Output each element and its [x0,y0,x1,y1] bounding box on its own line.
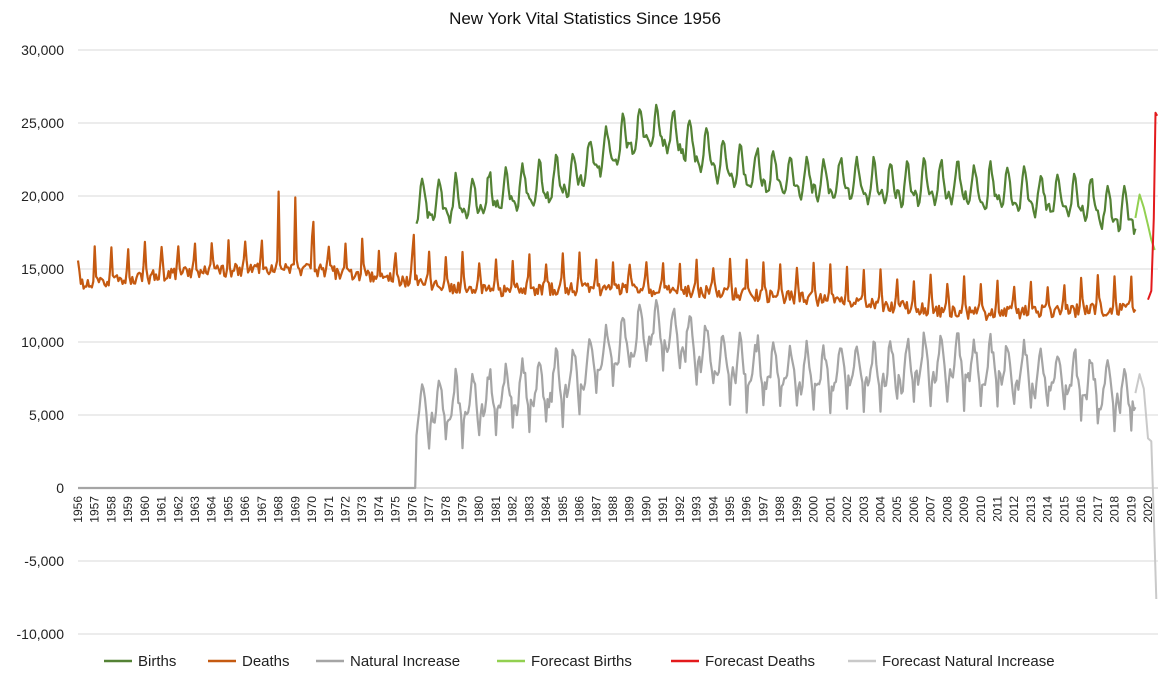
forecast-natural-increase-line [1134,373,1158,600]
x-tick-label: 2005 [890,496,904,523]
x-tick-label: 1992 [673,496,687,523]
forecast-births-line [1134,193,1156,251]
y-tick-label: -5,000 [24,553,64,569]
x-tick-label: 1970 [305,496,319,523]
y-tick-label: 0 [56,480,64,496]
x-tick-label: 2014 [1041,496,1055,523]
x-tick-label: 2015 [1057,496,1071,523]
x-tick-label: 1998 [773,496,787,523]
x-tick-label: 1961 [155,496,169,523]
x-tick-label: 1962 [171,496,185,523]
x-tick-label: 2017 [1091,496,1105,523]
y-tick-label: 5,000 [29,407,64,423]
x-tick-label: 2018 [1108,496,1122,523]
x-tick-label: 2016 [1074,496,1088,523]
x-tick-label: 1990 [639,496,653,523]
x-tick-label: 1971 [322,496,336,523]
x-tick-label: 2010 [974,496,988,523]
x-tick-label: 1968 [272,496,286,523]
x-tick-label: 2020 [1141,496,1155,523]
x-tick-label: 2006 [907,496,921,523]
x-tick-label: 2004 [873,496,887,523]
x-tick-label: 1980 [472,496,486,523]
deaths-line [76,190,1137,321]
forecast-deaths-line [1147,111,1159,301]
x-tick-label: 2012 [1007,496,1021,523]
y-tick-label: 10,000 [21,334,64,350]
natural-increase-line [78,299,1137,490]
x-tick-label: 1988 [606,496,620,523]
x-tick-label: 1989 [623,496,637,523]
x-tick-label: 1979 [456,496,470,523]
x-tick-label: 1985 [556,496,570,523]
x-tick-label: 1982 [506,496,520,523]
x-tick-label: 1956 [71,496,85,523]
x-tick-label: 1977 [422,496,436,523]
x-tick-label: 1973 [355,496,369,523]
x-tick-label: 2009 [957,496,971,523]
legend: Births Deaths Natural Increase Forecast Bir… [104,653,1055,670]
x-tick-label: 1984 [539,496,553,523]
x-tick-label: 1975 [389,496,403,523]
x-tick-label: 1993 [690,496,704,523]
x-tick-label: 2011 [991,496,1005,522]
x-tick-label: 1995 [723,496,737,523]
x-tick-label: 1963 [188,496,202,523]
legend-label: Natural Increase [350,653,460,670]
x-tick-label: 1974 [372,496,386,523]
x-tick-label: 2008 [940,496,954,523]
x-tick-label: 1986 [573,496,587,523]
x-tick-label: 1960 [138,496,152,523]
x-tick-label: 1978 [439,496,453,523]
chart-title: New York Vital Statistics Since 1956 [449,9,721,28]
legend-label: Forecast Births [531,653,632,670]
x-tick-label: 1964 [205,496,219,523]
y-tick-label: -10,000 [17,626,65,642]
x-tick-label: 2003 [857,496,871,523]
x-tick-label: 1987 [589,496,603,523]
x-tick-label: 2002 [840,496,854,523]
x-tick-label: 2019 [1124,496,1138,523]
births-line [415,103,1137,235]
legend-label: Births [138,653,176,670]
y-axis: 30,000 25,000 20,000 15,000 10,000 5,000 0 -5,0… [17,42,65,642]
x-tick-label: 1981 [489,496,503,523]
x-tick-label: 1965 [221,496,235,523]
x-tick-label: 1999 [790,496,804,523]
legend-label: Forecast Deaths [705,653,815,670]
y-tick-label: 30,000 [21,42,64,58]
y-tick-label: 25,000 [21,115,64,131]
series-lines [76,103,1159,600]
x-tick-label: 2001 [823,496,837,523]
x-axis: 1956 1957 1958 1959 1960 1961 1962 1963 1964 1965… [71,487,1158,523]
x-tick-label: 1983 [522,496,536,523]
x-tick-label: 1997 [756,496,770,523]
x-tick-label: 1969 [288,496,302,523]
x-tick-label: 1996 [740,496,754,523]
x-tick-label: 1959 [121,496,135,523]
x-tick-label: 1972 [338,496,352,523]
x-tick-label: 2013 [1024,496,1038,523]
x-tick-label: 1994 [706,496,720,523]
x-tick-label: 1976 [405,496,419,523]
legend-label: Deaths [242,653,290,670]
x-tick-label: 1957 [88,496,102,523]
x-tick-label: 1958 [104,496,118,523]
legend-label: Forecast Natural Increase [882,653,1055,670]
y-tick-label: 20,000 [21,188,64,204]
x-tick-label: 2000 [807,496,821,523]
x-tick-label: 1966 [238,496,252,523]
y-tick-label: 15,000 [21,261,64,277]
x-tick-label: 2007 [924,496,938,523]
x-tick-label: 1991 [656,496,670,523]
grid-lines [78,49,1158,635]
x-tick-label: 1967 [255,496,269,523]
